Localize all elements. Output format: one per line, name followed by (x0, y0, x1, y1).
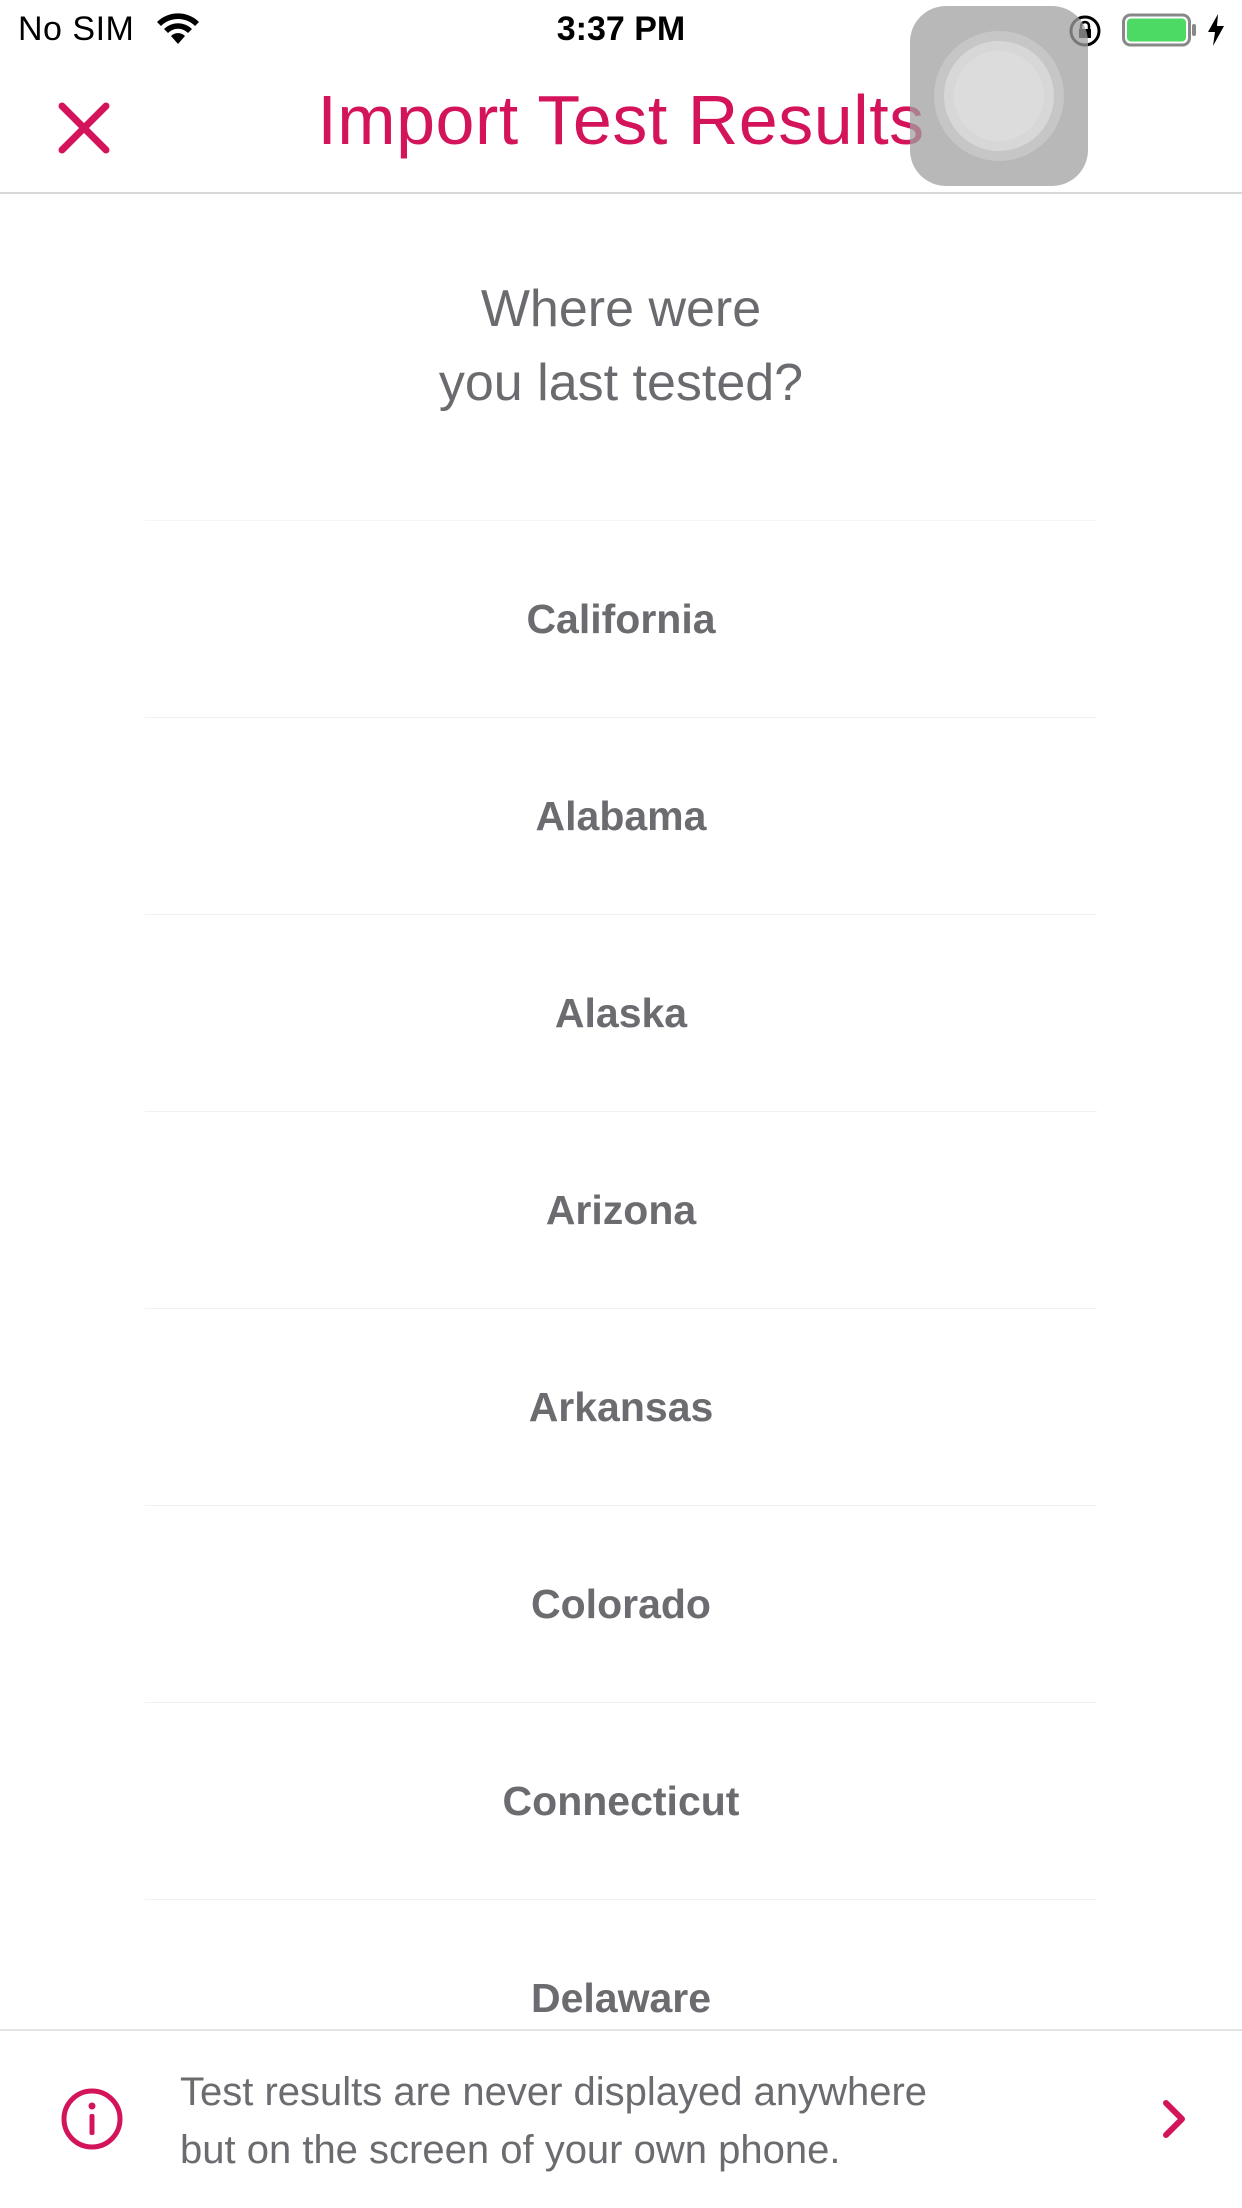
assistive-touch-button[interactable] (910, 6, 1088, 186)
state-item-california[interactable]: California (145, 520, 1097, 717)
state-item-alaska[interactable]: Alaska (145, 914, 1097, 1111)
chevron-right-icon[interactable] (1152, 2093, 1198, 2145)
state-item-alabama[interactable]: Alabama (145, 717, 1097, 914)
state-item-arizona[interactable]: Arizona (145, 1111, 1097, 1308)
privacy-info-line-2: but on the screen of your own phone. (180, 2128, 841, 2172)
state-item-arkansas[interactable]: Arkansas (145, 1308, 1097, 1505)
state-item-colorado[interactable]: Colorado (145, 1505, 1097, 1702)
prompt-heading: Where were you last tested? (0, 272, 1242, 420)
state-list: California Alabama Alaska Arizona Arkans… (145, 520, 1097, 2096)
battery-icon (1122, 13, 1196, 47)
carrier-label: No SIM (18, 10, 135, 48)
state-item-connecticut[interactable]: Connecticut (145, 1702, 1097, 1899)
privacy-info-banner[interactable]: Test results are never displayed anywher… (0, 2029, 1242, 2208)
assistive-touch-center (954, 51, 1044, 141)
charging-bolt-icon (1208, 14, 1224, 46)
prompt-line-2: you last tested? (438, 354, 804, 412)
prompt-line-1: Where were (480, 280, 762, 338)
wifi-icon (157, 13, 199, 44)
close-icon[interactable] (52, 96, 116, 160)
state-item-delaware[interactable]: Delaware (145, 1899, 1097, 2096)
clock: 3:37 PM (556, 10, 686, 48)
privacy-info-line-1: Test results are never displayed anywher… (180, 2070, 928, 2114)
privacy-info-text: Test results are never displayed anywher… (180, 2063, 1040, 2179)
info-icon (61, 2088, 123, 2150)
page-title: Import Test Results (317, 81, 925, 159)
